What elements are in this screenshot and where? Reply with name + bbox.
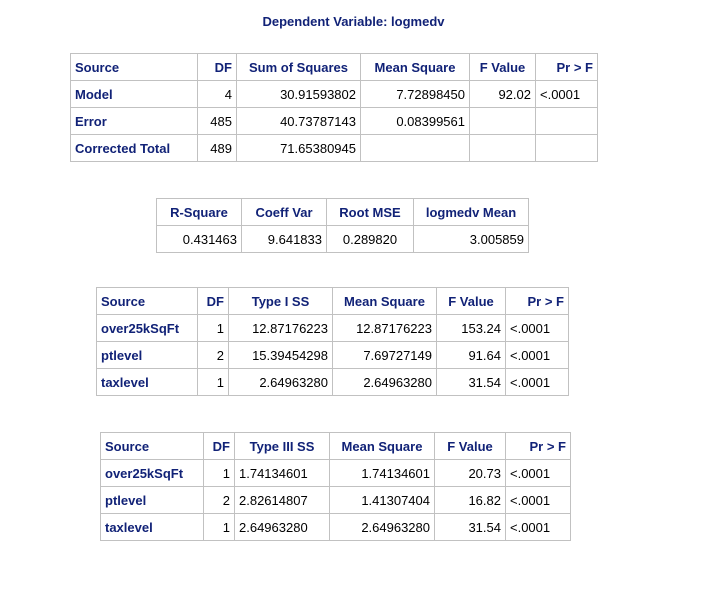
coeff-var-cell: 9.641833 xyxy=(242,226,326,252)
ss-cell: 71.65380945 xyxy=(237,135,360,161)
column-header: Pr > F xyxy=(536,54,597,80)
row-header: over25kSqFt xyxy=(97,315,197,341)
ms-cell xyxy=(361,135,469,161)
ss-cell: 2.64963280 xyxy=(229,369,332,395)
root-mse-cell: 0.289820 xyxy=(327,226,413,252)
column-header: Mean Square xyxy=(330,433,434,459)
p-cell: <.0001 xyxy=(506,487,570,513)
column-header: DF xyxy=(204,433,234,459)
table-row: Model 4 30.91593802 7.72898450 92.02 <.0… xyxy=(71,81,597,107)
column-header: logmedv Mean xyxy=(414,199,528,225)
df-cell: 489 xyxy=(198,135,236,161)
ss-cell: 12.87176223 xyxy=(229,315,332,341)
ss-cell: 40.73787143 xyxy=(237,108,360,134)
table-row: taxlevel 1 2.64963280 2.64963280 31.54 <… xyxy=(101,514,570,540)
df-cell: 2 xyxy=(198,342,228,368)
row-header: ptlevel xyxy=(101,487,203,513)
table-row: taxlevel 1 2.64963280 2.64963280 31.54 <… xyxy=(97,369,568,395)
column-header: Source xyxy=(101,433,203,459)
table-header-row: Source DF Type I SS Mean Square F Value … xyxy=(97,288,568,314)
column-header: DF xyxy=(198,54,236,80)
df-cell: 485 xyxy=(198,108,236,134)
table-header-row: Source DF Sum of Squares Mean Square F V… xyxy=(71,54,597,80)
table-row: over25kSqFt 1 1.74134601 1.74134601 20.7… xyxy=(101,460,570,486)
ms-cell: 7.69727149 xyxy=(333,342,436,368)
column-header: Sum of Squares xyxy=(237,54,360,80)
ss-cell: 2.64963280 xyxy=(235,514,329,540)
column-header: Coeff Var xyxy=(242,199,326,225)
column-header: Type I SS xyxy=(229,288,332,314)
f-cell: 92.02 xyxy=(470,81,535,107)
table-row: over25kSqFt 1 12.87176223 12.87176223 15… xyxy=(97,315,568,341)
f-cell: 153.24 xyxy=(437,315,505,341)
table-row: Corrected Total 489 71.65380945 xyxy=(71,135,597,161)
fit-statistics-table: R-Square Coeff Var Root MSE logmedv Mean… xyxy=(156,198,529,253)
ms-cell: 1.74134601 xyxy=(330,460,434,486)
page-title: Dependent Variable: logmedv xyxy=(262,14,445,29)
f-cell: 31.54 xyxy=(437,369,505,395)
row-header: taxlevel xyxy=(97,369,197,395)
row-header: Model xyxy=(71,81,197,107)
f-cell: 20.73 xyxy=(435,460,505,486)
column-header: Source xyxy=(71,54,197,80)
table-row: 0.431463 9.641833 0.289820 3.005859 xyxy=(157,226,528,252)
row-header: ptlevel xyxy=(97,342,197,368)
df-cell: 1 xyxy=(198,369,228,395)
f-cell: 91.64 xyxy=(437,342,505,368)
table-row: Error 485 40.73787143 0.08399561 xyxy=(71,108,597,134)
p-cell: <.0001 xyxy=(536,81,597,107)
table-header-row: Source DF Type III SS Mean Square F Valu… xyxy=(101,433,570,459)
column-header: Source xyxy=(97,288,197,314)
table-row: ptlevel 2 15.39454298 7.69727149 91.64 <… xyxy=(97,342,568,368)
row-header: taxlevel xyxy=(101,514,203,540)
ss-cell: 2.82614807 xyxy=(235,487,329,513)
row-header: Error xyxy=(71,108,197,134)
ms-cell: 2.64963280 xyxy=(333,369,436,395)
p-cell xyxy=(536,135,597,161)
df-cell: 2 xyxy=(204,487,234,513)
column-header: F Value xyxy=(435,433,505,459)
column-header: F Value xyxy=(470,54,535,80)
ss-cell: 30.91593802 xyxy=(237,81,360,107)
p-cell: <.0001 xyxy=(506,342,568,368)
ms-cell: 2.64963280 xyxy=(330,514,434,540)
p-cell: <.0001 xyxy=(506,514,570,540)
column-header: F Value xyxy=(437,288,505,314)
type3-ss-table: Source DF Type III SS Mean Square F Valu… xyxy=(100,432,571,541)
p-cell: <.0001 xyxy=(506,369,568,395)
column-header: Mean Square xyxy=(333,288,436,314)
df-cell: 1 xyxy=(198,315,228,341)
ms-cell: 12.87176223 xyxy=(333,315,436,341)
r-square-cell: 0.431463 xyxy=(157,226,241,252)
type1-ss-table: Source DF Type I SS Mean Square F Value … xyxy=(96,287,569,396)
column-header: Pr > F xyxy=(506,288,568,314)
column-header: Pr > F xyxy=(506,433,570,459)
table-row: ptlevel 2 2.82614807 1.41307404 16.82 <.… xyxy=(101,487,570,513)
p-cell: <.0001 xyxy=(506,460,570,486)
column-header: Mean Square xyxy=(361,54,469,80)
ss-cell: 15.39454298 xyxy=(229,342,332,368)
ms-cell: 0.08399561 xyxy=(361,108,469,134)
anova-table: Source DF Sum of Squares Mean Square F V… xyxy=(70,53,598,162)
df-cell: 1 xyxy=(204,460,234,486)
row-header: Corrected Total xyxy=(71,135,197,161)
p-cell xyxy=(536,108,597,134)
mean-cell: 3.005859 xyxy=(414,226,528,252)
df-cell: 1 xyxy=(204,514,234,540)
column-header: R-Square xyxy=(157,199,241,225)
ms-cell: 7.72898450 xyxy=(361,81,469,107)
p-cell: <.0001 xyxy=(506,315,568,341)
ss-cell: 1.74134601 xyxy=(235,460,329,486)
column-header: Type III SS xyxy=(235,433,329,459)
column-header: DF xyxy=(198,288,228,314)
table-header-row: R-Square Coeff Var Root MSE logmedv Mean xyxy=(157,199,528,225)
f-cell: 31.54 xyxy=(435,514,505,540)
f-cell xyxy=(470,135,535,161)
column-header: Root MSE xyxy=(327,199,413,225)
row-header: over25kSqFt xyxy=(101,460,203,486)
f-cell xyxy=(470,108,535,134)
f-cell: 16.82 xyxy=(435,487,505,513)
df-cell: 4 xyxy=(198,81,236,107)
ms-cell: 1.41307404 xyxy=(330,487,434,513)
